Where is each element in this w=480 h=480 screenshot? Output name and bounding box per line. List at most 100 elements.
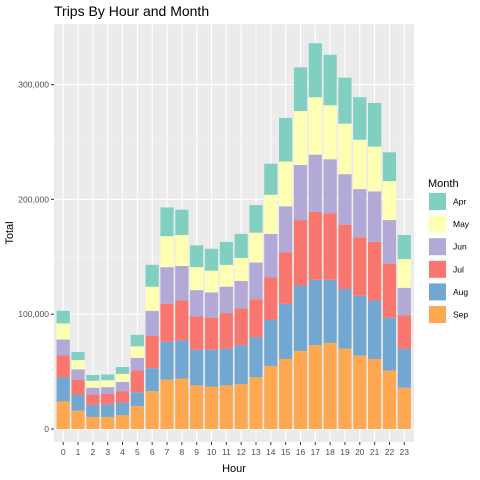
y-axis-label: Total bbox=[4, 221, 16, 244]
bar-segment-jun-hour-1 bbox=[71, 369, 85, 380]
x-tick-label: 3 bbox=[105, 447, 110, 457]
bar-segment-jul-hour-23 bbox=[397, 315, 411, 349]
bar-segment-may-hour-16 bbox=[293, 111, 308, 165]
bar-stack-hour-0 bbox=[56, 310, 70, 429]
x-tick-label: 7 bbox=[165, 447, 170, 457]
legend: Month Apr May Jun Jul Aug Sep bbox=[428, 178, 470, 323]
bar-segment-jun-hour-16 bbox=[293, 164, 308, 221]
bar-segment-sep-hour-8 bbox=[175, 378, 189, 429]
bar-segment-apr-hour-23 bbox=[397, 234, 411, 260]
bar-segment-jun-hour-5 bbox=[130, 357, 144, 371]
bar-segment-aug-hour-18 bbox=[323, 279, 337, 343]
bar-stack-hour-21 bbox=[368, 102, 382, 429]
bar-stack-hour-14 bbox=[264, 163, 278, 429]
x-tick-label: 1 bbox=[76, 447, 81, 457]
bar-segment-jul-hour-15 bbox=[279, 252, 293, 304]
bar-segment-jul-hour-16 bbox=[293, 220, 308, 286]
bar-segment-apr-hour-8 bbox=[175, 209, 189, 235]
bar-segment-jun-hour-8 bbox=[175, 265, 189, 301]
bar-segment-sep-hour-1 bbox=[71, 410, 85, 429]
bar-segment-may-hour-4 bbox=[115, 373, 130, 382]
bar-segment-sep-hour-22 bbox=[382, 370, 397, 429]
bar-segment-apr-hour-12 bbox=[234, 233, 248, 258]
bar-stack-hour-8 bbox=[175, 209, 189, 429]
bar-segment-may-hour-17 bbox=[308, 97, 322, 155]
legend-swatch-jun bbox=[429, 238, 446, 256]
bar-segment-sep-hour-5 bbox=[130, 406, 144, 429]
bar-segment-jul-hour-11 bbox=[219, 313, 233, 349]
x-tick-label: 11 bbox=[222, 447, 231, 457]
bar-segment-jul-hour-14 bbox=[264, 277, 278, 320]
x-tick-label: 8 bbox=[179, 447, 184, 457]
x-tick-label: 17 bbox=[311, 447, 321, 457]
y-tick-label: 300,000 bbox=[18, 80, 49, 90]
legend-label-sep: Sep bbox=[453, 310, 468, 320]
bar-segment-apr-hour-11 bbox=[219, 241, 233, 265]
bar-segment-aug-hour-20 bbox=[353, 295, 367, 356]
x-tick-label: 14 bbox=[266, 447, 276, 457]
bar-segment-jul-hour-20 bbox=[353, 237, 367, 296]
y-axis: 0 100,000 200,000 300,000 bbox=[18, 80, 54, 434]
bar-segment-jun-hour-7 bbox=[160, 267, 174, 304]
bar-segment-apr-hour-5 bbox=[130, 334, 144, 347]
bar-segment-apr-hour-6 bbox=[145, 264, 159, 287]
bar-stack-hour-7 bbox=[160, 207, 174, 429]
bar-segment-jun-hour-6 bbox=[145, 310, 159, 337]
x-tick-label: 4 bbox=[120, 447, 125, 457]
bar-segment-jul-hour-18 bbox=[323, 213, 337, 280]
bar-stack-hour-18 bbox=[323, 54, 337, 429]
x-tick-label: 22 bbox=[385, 447, 395, 457]
bar-segment-jul-hour-10 bbox=[204, 317, 219, 350]
bar-segment-jul-hour-1 bbox=[71, 379, 85, 395]
bar-segment-apr-hour-19 bbox=[338, 77, 352, 124]
bar-segment-jun-hour-10 bbox=[204, 292, 219, 318]
bar-segment-jun-hour-18 bbox=[323, 159, 337, 214]
bar-segment-aug-hour-16 bbox=[293, 285, 308, 351]
bar-segment-aug-hour-1 bbox=[71, 394, 85, 411]
bar-segment-may-hour-0 bbox=[56, 323, 70, 340]
bar-segment-aug-hour-7 bbox=[160, 341, 174, 380]
bar-segment-may-hour-2 bbox=[86, 380, 100, 388]
x-tick-label: 6 bbox=[150, 447, 155, 457]
bar-segment-apr-hour-16 bbox=[293, 67, 308, 111]
bar-segment-sep-hour-18 bbox=[323, 342, 337, 429]
bar-segment-sep-hour-3 bbox=[101, 416, 115, 429]
x-tick-label: 13 bbox=[251, 447, 261, 457]
bar-segment-sep-hour-9 bbox=[190, 385, 204, 429]
bar-segment-aug-hour-17 bbox=[308, 279, 322, 346]
bar-segment-may-hour-18 bbox=[323, 105, 337, 160]
bar-segment-may-hour-12 bbox=[234, 257, 248, 281]
bar-segment-aug-hour-19 bbox=[338, 288, 352, 349]
legend-label-jun: Jun bbox=[453, 242, 467, 252]
bar-stack-hour-9 bbox=[190, 245, 204, 429]
bar-segment-apr-hour-9 bbox=[190, 245, 204, 268]
legend-label-aug: Aug bbox=[453, 287, 468, 297]
bar-segment-sep-hour-11 bbox=[219, 385, 233, 429]
bar-stack-hour-16 bbox=[293, 67, 308, 429]
bar-segment-jul-hour-8 bbox=[175, 300, 189, 341]
bar-segment-jun-hour-23 bbox=[397, 287, 411, 316]
bar-segment-apr-hour-21 bbox=[368, 102, 382, 147]
bar-stack-group bbox=[56, 43, 411, 429]
bar-segment-aug-hour-9 bbox=[190, 349, 204, 386]
chart-title: Trips By Hour and Month bbox=[54, 3, 209, 19]
bar-segment-jun-hour-4 bbox=[115, 381, 130, 392]
bar-segment-sep-hour-0 bbox=[56, 401, 70, 429]
bar-segment-aug-hour-3 bbox=[101, 404, 115, 417]
bar-segment-apr-hour-4 bbox=[115, 367, 130, 374]
y-tick-label: 200,000 bbox=[18, 194, 49, 204]
bar-segment-apr-hour-0 bbox=[56, 310, 70, 324]
bar-segment-sep-hour-14 bbox=[264, 365, 278, 429]
bar-segment-sep-hour-10 bbox=[204, 386, 219, 429]
y-tick-label: 100,000 bbox=[18, 309, 49, 319]
bar-segment-apr-hour-13 bbox=[249, 205, 263, 233]
legend-label-may: May bbox=[453, 219, 470, 229]
bar-segment-apr-hour-17 bbox=[308, 43, 322, 98]
bar-segment-may-hour-7 bbox=[160, 236, 174, 268]
legend-title: Month bbox=[428, 178, 459, 190]
legend-label-apr: Apr bbox=[453, 197, 466, 207]
bar-segment-may-hour-1 bbox=[71, 360, 85, 370]
bar-stack-hour-19 bbox=[338, 77, 352, 429]
y-tick-label: 0 bbox=[44, 424, 49, 434]
bar-segment-jun-hour-11 bbox=[219, 286, 233, 314]
